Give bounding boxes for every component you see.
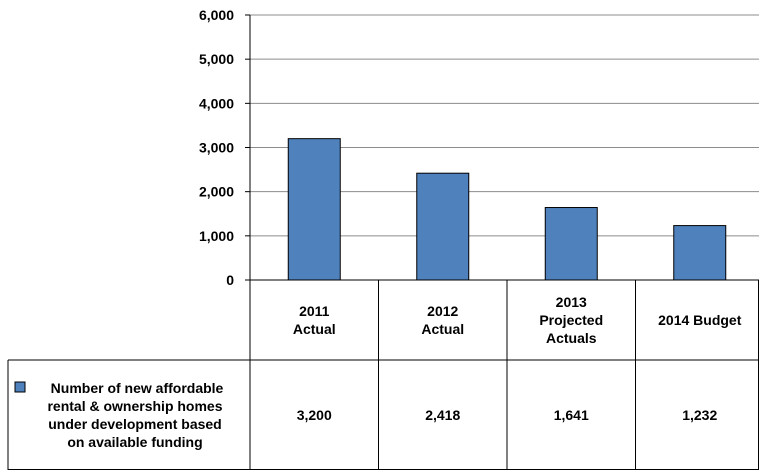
category-label: 2013 (556, 294, 587, 310)
bar-1 (416, 172, 470, 281)
y-tick-label: 5,000 (199, 51, 234, 67)
bars (287, 138, 727, 281)
category-label: Projected (539, 312, 603, 328)
y-tick-label: 0 (226, 272, 234, 288)
category-label: 2011 (299, 303, 330, 319)
legend-key (14, 381, 26, 393)
data-table: 2011 Actual 2012 Actual 2013 Projected Actuals… (7, 279, 759, 470)
legend-label: rental & ownership homes (47, 398, 222, 414)
legend-label: on available funding (67, 434, 202, 450)
category-label: Actuals (546, 330, 597, 346)
category-label: 2012 (427, 303, 458, 319)
y-tick-label: 4,000 (199, 95, 234, 111)
category-label: Actual (421, 321, 464, 337)
axes: 0 1,000 2,000 3,000 4,000 5,000 6,000 (199, 7, 251, 470)
legend-label: Number of new affordable (51, 380, 224, 396)
data-label: 1,232 (682, 407, 717, 423)
category-label: 2014 Budget (658, 312, 742, 328)
y-tick-label: 3,000 (199, 140, 234, 156)
y-tick-label: 6,000 (199, 7, 234, 23)
y-tick-label: 2,000 (199, 184, 234, 200)
category-label: Actual (293, 321, 336, 337)
bar-3 (673, 225, 727, 281)
y-tick-label: 1,000 (199, 228, 234, 244)
bar-2 (544, 207, 598, 281)
data-label: 2,418 (425, 407, 460, 423)
legend-label: under development based (48, 416, 221, 432)
bar-0 (287, 138, 341, 281)
data-label: 3,200 (297, 407, 332, 423)
data-label: 1,641 (554, 407, 589, 423)
